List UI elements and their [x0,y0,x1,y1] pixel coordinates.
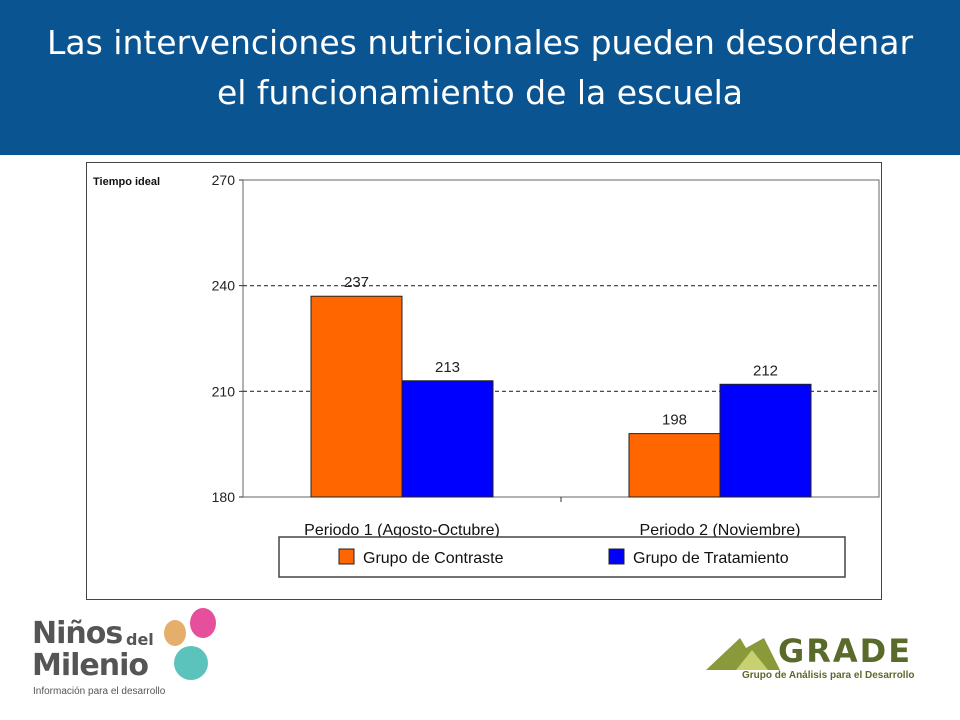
bar [401,380,494,498]
data-label: 213 [435,359,460,376]
legend-swatch [338,548,355,565]
slide-title-line-2: el funcionamiento de la escuela [216,73,744,112]
bar [310,295,403,498]
logo-ninos-tagline: Información para el desarrollo [33,686,166,697]
logo-milenio-word: Milenio [32,648,149,683]
chart-frame: 180 210 240 270 Tiempo ideal 237 213 Periodo 1 … [86,162,882,600]
fingerprint-pink-icon [190,608,216,638]
logo-ninos-word: Niños [32,616,123,651]
y-tick-label: 240 [212,278,236,294]
slide-title: Las intervenciones nutricionales pueden … [0,18,960,118]
data-label: 237 [344,274,369,291]
ninos-del-milenio-logo: Niños del Milenio Información para el de… [24,606,234,706]
y-axis-label: Tiempo ideal [93,176,160,188]
legend-swatch [608,548,625,565]
grade-triangle-icon [706,638,780,670]
x-tick-label: Periodo 1 (Agosto-Octubre) [304,522,500,539]
data-label: 212 [753,362,778,379]
y-tick-label: 180 [212,489,236,505]
grade-wordmark: GRADE [778,632,913,670]
legend-box [278,536,846,578]
x-tick-label: Periodo 2 (Noviembre) [640,522,801,539]
y-tick-label: 210 [212,383,236,399]
title-banner [0,0,960,155]
grade-logo: GRADE Grupo de Análisis para el Desarrol… [706,630,946,690]
bar [719,383,812,498]
slide-title-line-1: Las intervenciones nutricionales pueden … [46,23,914,62]
grade-tagline: Grupo de Análisis para el Desarrollo [742,670,915,681]
legend-label: Grupo de Tratamiento [633,550,789,567]
fingerprint-orange-icon [164,620,186,646]
bar [628,433,721,498]
fingerprint-teal-icon [174,646,208,680]
legend-label: Grupo de Contraste [363,550,504,567]
y-tick-label: 270 [212,172,236,188]
logo-del-word: del [126,630,154,649]
data-label: 198 [662,412,687,429]
bar-chart: 180 210 240 270 Tiempo ideal 237 213 Periodo 1 … [93,172,880,578]
